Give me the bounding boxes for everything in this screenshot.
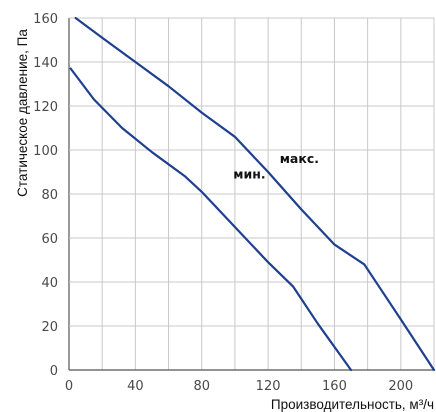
y-axis-label: Статическое давление, Па: [15, 29, 30, 197]
series-line-min: [69, 67, 353, 372]
y-tick-label: 120: [33, 100, 58, 115]
x-tick-label: 160: [322, 379, 347, 394]
x-tick-label: 200: [388, 379, 413, 394]
series-lines: [69, 16, 436, 372]
series-label-max: макс.: [280, 151, 319, 166]
x-tick-label: 0: [65, 379, 73, 394]
series-label-min: мин.: [233, 167, 265, 182]
x-tick-label: 80: [193, 379, 210, 394]
tick-labels: 0 40 80 120 160 200 0 20 40 60 80 100 120 140 160: [33, 12, 413, 394]
y-tick-label: 140: [33, 56, 58, 71]
y-tick-label: 100: [33, 144, 58, 159]
y-tick-label: 160: [33, 12, 58, 27]
x-tick-label: 120: [256, 379, 281, 394]
y-tick-label: 40: [41, 276, 58, 291]
y-tick-label: 0: [50, 364, 58, 379]
y-tick-label: 60: [41, 232, 58, 247]
x-tick-label: 40: [127, 379, 144, 394]
y-tick-label: 80: [41, 188, 58, 203]
grid: [68, 17, 435, 371]
y-tick-label: 20: [41, 320, 58, 335]
x-axis-label: Производительность, м³/ч: [271, 397, 434, 412]
series-labels: макс. мин.: [233, 151, 319, 181]
series-line-max: [74, 16, 436, 372]
